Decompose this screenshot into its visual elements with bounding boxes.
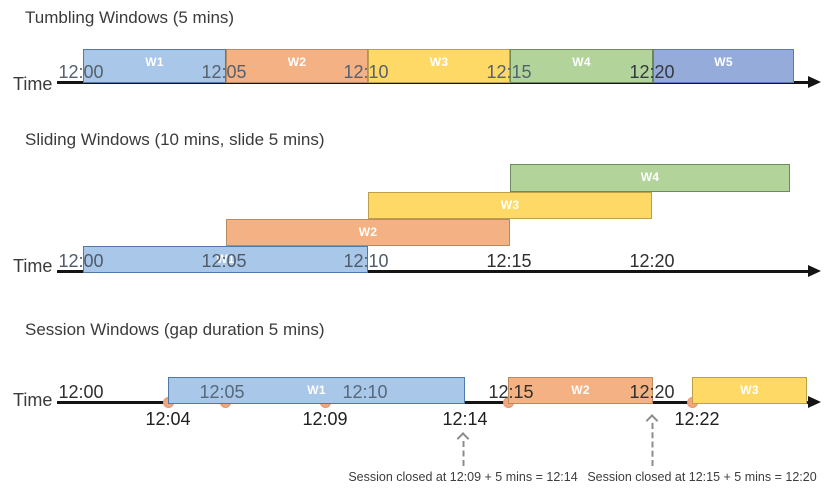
- tick-sliding-1220: 12:20: [629, 251, 675, 271]
- window-label: W3: [429, 55, 449, 69]
- window-tumbling-w1: W1: [83, 49, 226, 83]
- time-axis-label-session: Time: [13, 390, 53, 410]
- time-axis-label-sliding: Time: [13, 256, 53, 276]
- tick-tumbling-1205: 12:05: [201, 62, 247, 82]
- event-time-1214: 12:14: [442, 409, 488, 429]
- window-sliding-w2: W2: [226, 219, 510, 246]
- session-close-arrow-1: [645, 414, 659, 466]
- window-tumbling-w2: W2: [226, 49, 368, 83]
- tick-session-1215: 12:15: [488, 382, 534, 402]
- section-title-tumbling: Tumbling Windows (5 mins): [25, 8, 235, 27]
- time-axis-arrowhead-icon-tumbling: [808, 75, 821, 88]
- dashed-stem: [651, 423, 653, 466]
- window-label: W4: [640, 170, 660, 184]
- tick-sliding-1210: 12:10: [343, 251, 389, 271]
- time-axis-arrowhead-icon-sliding: [808, 264, 821, 277]
- window-label: W3: [500, 198, 520, 212]
- window-tumbling-w3: W3: [368, 49, 510, 83]
- dashed-stem: [462, 441, 464, 466]
- window-sliding-w4: W4: [510, 164, 790, 192]
- tick-sliding-1200: 12:00: [58, 251, 104, 271]
- window-sliding-w3: W3: [368, 192, 652, 219]
- tick-session-1205: 12:05: [199, 382, 245, 402]
- window-tumbling-w4: W4: [510, 49, 653, 83]
- tick-sliding-1215: 12:15: [486, 251, 532, 271]
- window-label: W2: [571, 383, 590, 397]
- window-label: W4: [572, 55, 591, 69]
- window-label: W2: [358, 225, 378, 239]
- tick-session-1200: 12:00: [58, 382, 104, 402]
- time-axis-sliding: [57, 270, 808, 273]
- tick-session-1210: 12:10: [342, 382, 388, 402]
- event-time-1222: 12:22: [674, 409, 720, 429]
- window-label: W2: [287, 55, 307, 69]
- section-title-sliding: Sliding Windows (10 mins, slide 5 mins): [25, 130, 325, 149]
- window-label: W1: [216, 252, 235, 266]
- tick-tumbling-1220: 12:20: [629, 62, 675, 82]
- window-label: W5: [714, 55, 733, 69]
- session-close-arrow-0: [456, 432, 470, 466]
- window-label: W3: [740, 383, 759, 397]
- tick-tumbling-1215: 12:15: [486, 62, 532, 82]
- event-time-1209: 12:09: [302, 409, 348, 429]
- tick-tumbling-1200: 12:00: [58, 62, 104, 82]
- tick-tumbling-1210: 12:10: [343, 62, 389, 82]
- time-axis-label-tumbling: Time: [13, 74, 53, 94]
- section-title-session: Session Windows (gap duration 5 mins): [25, 320, 325, 339]
- event-time-1204: 12:04: [145, 409, 191, 429]
- tick-session-1220: 12:20: [629, 382, 675, 402]
- window-label: W1: [307, 383, 326, 397]
- window-session-w3: W3: [692, 377, 807, 404]
- arrow-up-icon: [645, 414, 659, 427]
- tick-sliding-1205: 12:05: [201, 251, 247, 271]
- window-sliding-w1: W1: [83, 246, 368, 273]
- window-label: W1: [145, 55, 164, 69]
- time-axis-arrowhead-icon-session: [808, 395, 821, 408]
- arrow-up-icon: [456, 432, 470, 445]
- session-close-annotation-1: Session closed at 12:15 + 5 mins = 12:20: [587, 470, 817, 484]
- window-tumbling-w5: W5: [653, 49, 794, 83]
- window-session-w1: W1: [168, 377, 465, 404]
- window-session-w2: W2: [508, 377, 653, 404]
- session-close-annotation-0: Session closed at 12:09 + 5 mins = 12:14: [348, 470, 578, 484]
